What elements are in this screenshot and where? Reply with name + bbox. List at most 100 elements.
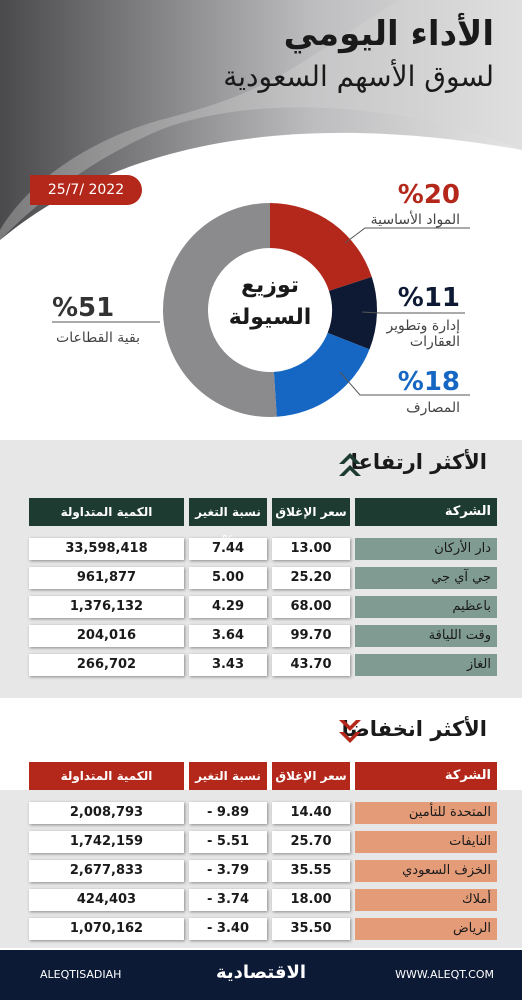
cell-value: - 3.79 [207,863,249,878]
segment-value-label: %11 [397,283,460,313]
cell-value: 33,598,418 [65,541,148,556]
table-row: جي آي جي 25.20 5.00 961,877 [29,567,497,589]
cell-value: 4.29 [211,599,245,614]
number-cell: 1,742,159 [29,831,184,853]
number-cell: 2,008,793 [29,802,184,824]
column-header: سعر الإغلاق [272,498,350,526]
number-cell: 3.64 [189,625,267,647]
cell-value: 266,702 [76,657,137,672]
donut-center-title: توزيع السيولة [228,273,312,330]
cell-value: 25.20 [290,570,332,585]
cell-value: - 3.40 [207,921,249,936]
table-row: باعظيم 68.00 4.29 1,376,132 [29,596,497,618]
number-cell: 2,677,833 [29,860,184,882]
table-row: وقت اللياقة 99.70 3.64 204,016 [29,625,497,647]
company-cell: الرياض [355,918,497,940]
donut-segment [162,203,277,417]
number-cell: 5.00 [189,567,267,589]
company-cell: جي آي جي [355,567,497,589]
table-row: المتحدة للتأمين 14.40 - 9.89 2,008,793 [29,802,497,824]
cell-value: 13.00 [290,541,332,556]
table-header: الشركة سعر الإغلاق نسبة التغير الكمية المتد… [29,762,497,790]
cell-value: 35.50 [290,921,332,936]
company-cell: المتحدة للتأمين [355,802,497,824]
segment-category-label: المواد الأساسية [370,212,460,228]
up-arrows [339,453,361,476]
number-cell: 99.70 [272,625,350,647]
number-cell: 204,016 [29,625,184,647]
company-cell: النايفات [355,831,497,853]
number-cell: 7.44 [189,538,267,560]
cell-value: - 3.74 [207,892,249,907]
company-cell: الخزف السعودي [355,860,497,882]
column-header: الشركة [355,498,497,526]
number-cell: 961,877 [29,567,184,589]
cell-value: 3.43 [211,657,245,672]
date-badge: 25/7/ 2022 [30,175,142,205]
cell-value: 2,008,793 [69,805,144,820]
donut-segment [327,276,377,350]
section-title: الأكثر ارتفاعا [350,450,487,474]
cell-value: 1,070,162 [69,921,144,936]
table-row: أملاك 18.00 - 3.74 424,403 [29,889,497,911]
number-cell: 68.00 [272,596,350,618]
number-cell: 13.00 [272,538,350,560]
cell-value: 25.70 [290,834,332,849]
table-row: الخزف السعودي 35.55 - 3.79 2,677,833 [29,860,497,882]
logo: الاقتصادية [215,962,307,983]
segment-value-label: %51 [52,293,115,323]
company-cell: باعظيم [355,596,497,618]
cell-value: 1,376,132 [69,599,144,614]
segment-category-label: إدارة وتطوير العقارات [386,318,460,350]
number-cell: 25.20 [272,567,350,589]
cell-value: 68.00 [290,599,332,614]
number-cell: 3.43 [189,654,267,676]
table-row: الرياض 35.50 - 3.40 1,070,162 [29,918,497,940]
number-cell: 43.70 [272,654,350,676]
number-cell: 33,598,418 [29,538,184,560]
number-cell: 18.00 [272,889,350,911]
title: الأداء اليومي [283,14,494,54]
cell-value: 424,403 [76,892,137,907]
footer: ALEQTISADIAH الاقتصادية WWW.ALEQT.COM [0,950,522,1000]
cell-value: 99.70 [290,628,332,643]
column-header: الكمية المتداولة [29,498,184,526]
cell-value: 2,677,833 [69,863,144,878]
table-row: النايفات 25.70 - 5.51 1,742,159 [29,831,497,853]
cell-value: - 9.89 [207,805,249,820]
number-cell: 424,403 [29,889,184,911]
cell-value: 1,742,159 [69,834,144,849]
column-header: الشركة [355,762,497,790]
table-row: دار الأركان 13.00 7.44 33,598,418 [29,538,497,560]
cell-value: 7.44 [211,541,245,556]
number-cell: 266,702 [29,654,184,676]
segment-value-label: %18 [397,367,460,397]
cell-value: 961,877 [76,570,137,585]
number-cell: 25.70 [272,831,350,853]
company-cell: أملاك [355,889,497,911]
column-header: نسبة التغير % [189,498,267,547]
cell-value: 204,016 [76,628,137,643]
subtitle: لسوق الأسهم السعودية [223,60,494,93]
number-cell: 35.50 [272,918,350,940]
cell-value: 35.55 [290,863,332,878]
cell-value: 18.00 [290,892,332,907]
company-cell: وقت اللياقة [355,625,497,647]
donut-segment [270,203,372,291]
number-cell: 1,070,162 [29,918,184,940]
section-title: الأكثر انخفاضا [341,717,487,741]
column-header: سعر الإغلاق [272,762,350,790]
company-cell: دار الأركان [355,538,497,560]
segment-category-label: المصارف [406,400,460,416]
segment-value-label: %20 [397,180,460,210]
column-header: الكمية المتداولة [29,762,184,790]
column-header: نسبة التغير [189,762,267,790]
number-cell: - 3.79 [189,860,267,882]
number-cell: 1,376,132 [29,596,184,618]
donut-segment [273,332,370,417]
number-cell: - 9.89 [189,802,267,824]
cell-value: 5.00 [211,570,245,585]
social-handle: ALEQTISADIAH [40,968,122,981]
segment-category-label: بقية القطاعات [56,330,140,346]
